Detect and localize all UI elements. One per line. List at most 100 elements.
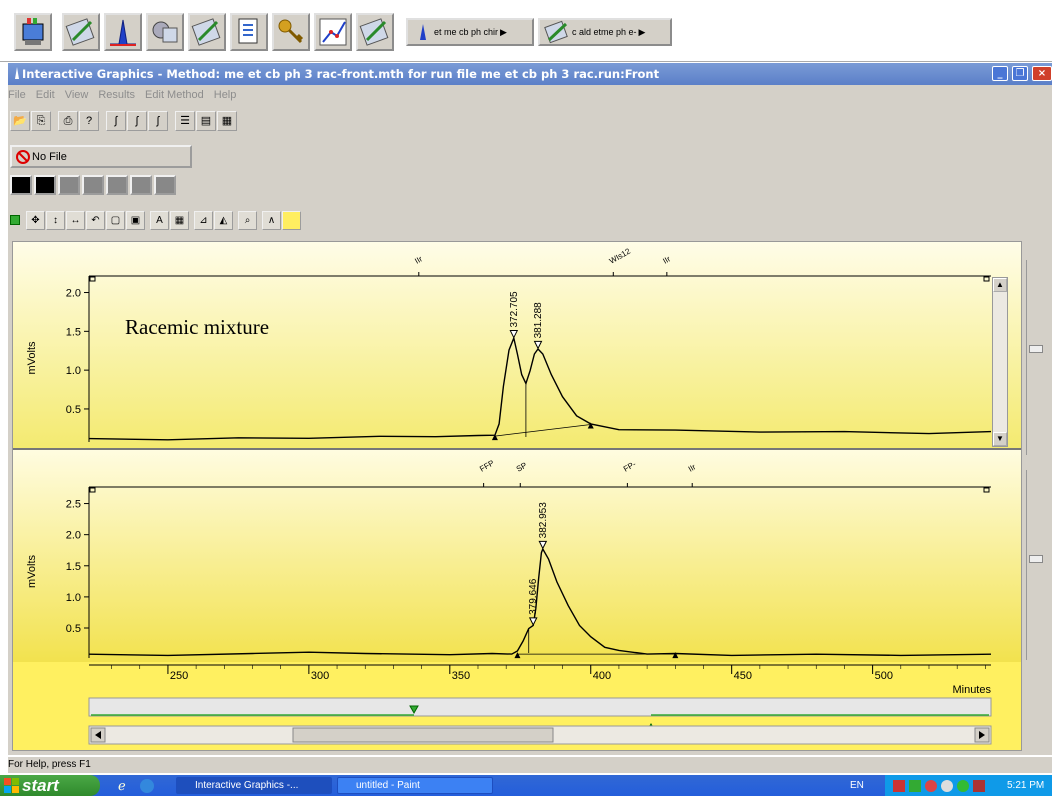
peak-start-marker [491,434,498,441]
menu-file[interactable]: File [8,89,26,101]
instrument-status-button[interactable] [14,13,52,51]
list-icon[interactable]: ☰ [175,111,195,131]
plot-1-slider-thumb[interactable] [1029,345,1043,353]
plot-2-zoom-slider[interactable] [1026,470,1043,660]
tray-icon-3[interactable] [925,780,937,792]
trace-7-swatch[interactable] [154,175,176,195]
method-edit-button[interactable] [62,13,100,51]
tray-icon-4[interactable] [941,780,953,792]
trace-5-swatch[interactable] [106,175,128,195]
tray-icon-2[interactable] [909,780,921,792]
scroll-thumb[interactable] [292,727,554,743]
plot-2-slider-thumb[interactable] [1029,555,1043,563]
peak-icon[interactable]: ◭ [214,210,233,230]
chromatogram-small-icon [413,24,433,40]
trace-6-swatch[interactable] [130,175,152,195]
report-icon [238,18,258,44]
peak-label: 382.953 [538,502,549,539]
unzoom-icon[interactable]: ▢ [106,210,125,230]
menu-edit[interactable]: Edit [35,89,55,101]
menu-edit-method[interactable]: Edit Method [145,89,204,101]
print-icon[interactable]: ⎙ [58,111,78,131]
batch-button[interactable] [188,13,226,51]
language-indicator[interactable]: EN [850,780,864,791]
trace-2-swatch[interactable] [34,175,56,195]
y-tick-label: 2.5 [66,499,81,511]
method-window-button[interactable]: c ald etme ph e- ▶ [538,18,672,46]
peak-label-icon[interactable]: ∧ [262,210,281,230]
baseline-icon[interactable]: ⊿ [194,210,213,230]
colors-icon[interactable]: ▦ [170,210,189,230]
method-window-label: c ald etme ph e- [572,27,637,37]
trace-3-swatch[interactable] [58,175,80,195]
event-label: IIr [687,462,698,474]
chromatogram-window-button[interactable]: et me cb ph chir ▶ [406,18,534,46]
sample-button[interactable] [356,13,394,51]
close-button[interactable]: × [1032,66,1052,81]
overlay-icon[interactable]: ▤ [196,111,216,131]
taskbar-item-interactive-graphics[interactable]: Interactive Graphics -... [176,777,332,794]
trace-1-swatch[interactable] [10,175,32,195]
plot-corner-handle [983,276,990,282]
toolbar-toggle-icon[interactable] [10,215,20,225]
zoom-icon[interactable]: ⌕ [238,210,257,230]
plot-2-background [13,450,1021,662]
zoom-x-icon[interactable]: ↔ [66,210,85,230]
file-toolbar: 📂 ⎘ ⎙ ? ∫ ʃ ʃ ☰ ▤ ▦ [10,109,238,133]
report-button[interactable] [230,13,268,51]
x-tick-label: 350 [452,670,470,682]
plot-1-zoom-slider[interactable] [1026,260,1043,455]
window-titlebar[interactable]: Interactive Graphics - Method: me et cb … [8,63,1052,85]
y-tick-label: 1.0 [66,365,81,377]
peak-apex-marker [509,330,519,339]
tray-icon-1[interactable] [893,780,905,792]
window-title: Interactive Graphics - Method: me et cb … [22,67,660,81]
time-navigator[interactable] [88,697,992,717]
y-tick-label: 0.5 [66,404,81,416]
peak-apex-marker [538,540,548,550]
chromatogram-button[interactable] [104,13,142,51]
minimize-button[interactable]: _ [992,66,1008,81]
navigator-start-marker[interactable] [409,705,419,715]
cursor-icon[interactable]: ↕ [46,210,65,230]
start-button[interactable]: start [0,775,100,796]
tray-icon-6[interactable] [973,780,985,792]
pan-icon[interactable]: ✥ [26,210,45,230]
plot-1-background [13,242,1021,448]
fit-icon[interactable]: ▣ [126,210,145,230]
integrate-auto-icon[interactable]: ʃ [148,111,168,131]
file-selector[interactable]: No File [10,145,192,168]
menu-help[interactable]: Help [213,89,237,101]
menu-results[interactable]: Results [98,89,136,101]
clock: 5:21 PM [1007,780,1045,791]
menu-view[interactable]: View [64,89,89,101]
integrate-icon[interactable]: ∫ [106,111,126,131]
taskbar: start ℯ Interactive Graphics -... untitl… [0,775,1052,796]
report-view-icon[interactable]: ▦ [217,111,237,131]
method-icon [65,18,95,46]
windows-logo-icon [4,778,20,794]
scroll-down-button[interactable]: ▼ [993,432,1007,446]
copy-icon[interactable]: ⎘ [31,111,51,131]
help-icon[interactable]: ? [79,111,99,131]
scroll-up-button[interactable]: ▲ [993,278,1007,292]
calibration-button[interactable] [314,13,352,51]
annotate-icon[interactable]: A [150,210,169,230]
sequence-button[interactable] [146,13,184,51]
integrate-region-icon[interactable]: ʃ [127,111,147,131]
undo-zoom-icon[interactable]: ↶ [86,210,105,230]
trace-4-swatch[interactable] [82,175,104,195]
restore-button[interactable]: ❐ [1012,66,1028,81]
y-axis-label: mVolts [26,341,38,375]
tray-icon-5[interactable] [957,780,969,792]
highlight-icon[interactable] [282,210,301,230]
taskbar-item-paint[interactable]: untitled - Paint [337,777,493,794]
security-button[interactable] [272,13,310,51]
plot-1-vertical-scrollbar[interactable]: ▲ ▼ [992,277,1008,447]
ie-icon[interactable]: ℯ [118,778,126,793]
plot-corner-handle [89,487,96,493]
open-icon[interactable]: 📂 [10,111,30,131]
media-icon[interactable] [140,779,154,793]
y-tick-label: 2.0 [66,288,81,300]
